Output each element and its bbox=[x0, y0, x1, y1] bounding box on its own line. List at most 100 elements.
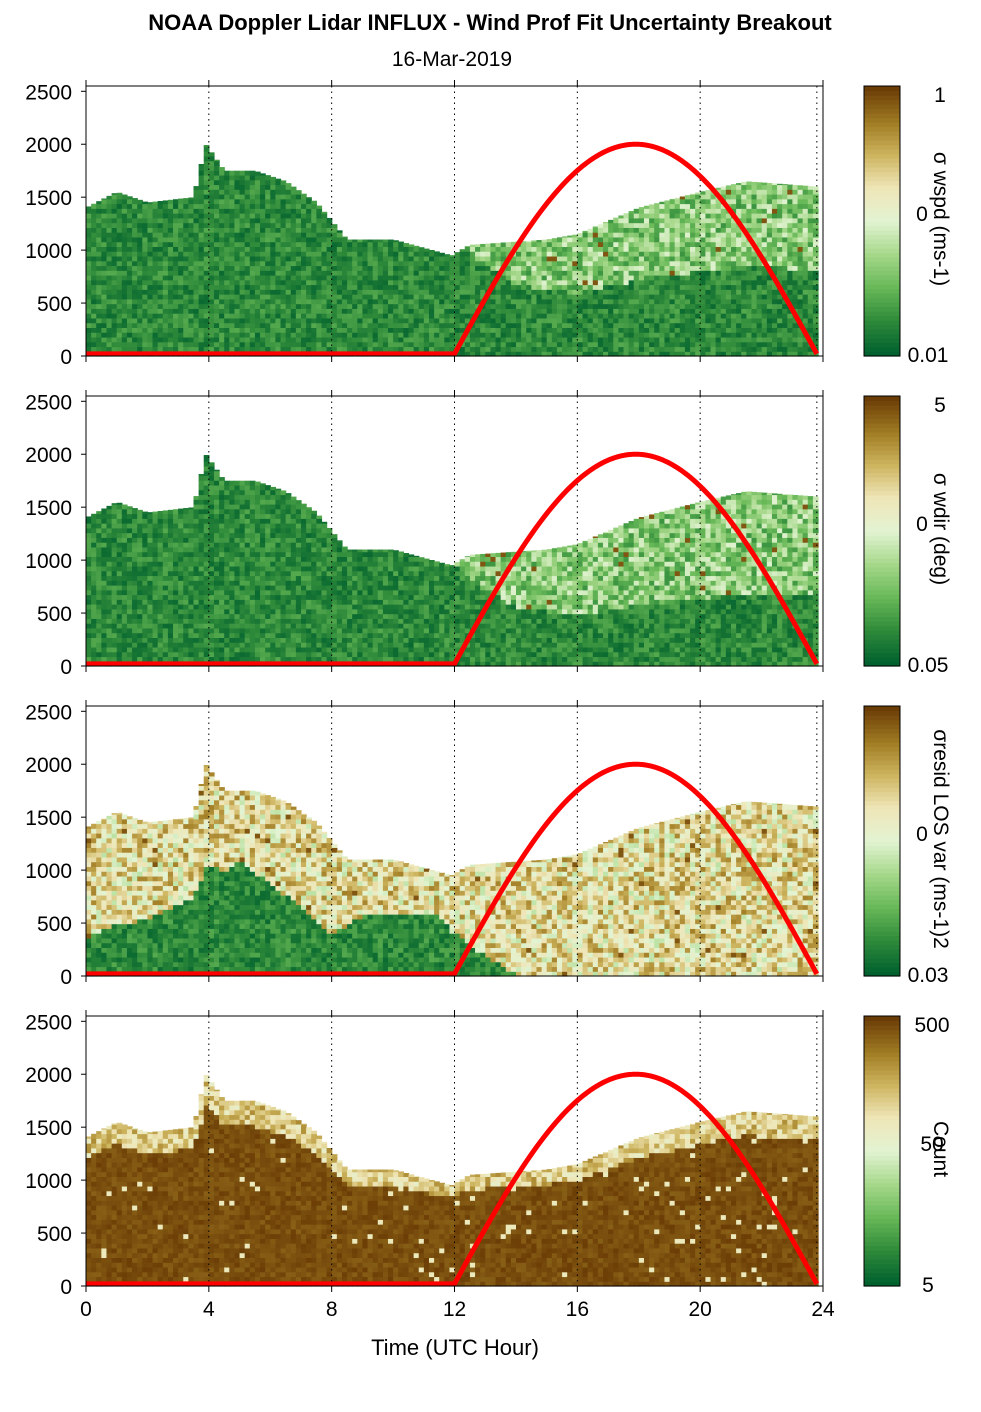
heatmap-cell bbox=[265, 303, 271, 309]
heatmap-cell bbox=[290, 317, 297, 324]
heatmap-cell bbox=[705, 246, 712, 252]
heatmap-cell bbox=[295, 346, 302, 352]
heatmap-cell bbox=[321, 346, 328, 352]
heatmap-cell bbox=[111, 504, 118, 510]
heatmap-cell bbox=[674, 313, 681, 319]
heatmap-cell bbox=[121, 565, 128, 572]
heatmap-cell bbox=[142, 279, 149, 286]
heatmap-cell bbox=[782, 322, 788, 329]
heatmap-cell bbox=[382, 313, 389, 319]
heatmap-cell bbox=[193, 232, 200, 238]
heatmap-cell bbox=[577, 332, 584, 338]
heatmap-cell bbox=[106, 298, 113, 305]
heatmap-cell bbox=[500, 346, 507, 352]
heatmap-cell bbox=[577, 284, 584, 290]
heatmap-cell bbox=[551, 255, 558, 262]
heatmap-cell bbox=[111, 327, 118, 333]
heatmap-cell bbox=[152, 308, 159, 314]
heatmap-cell bbox=[132, 317, 138, 324]
heatmap-cell bbox=[101, 303, 108, 309]
heatmap-cell bbox=[725, 341, 732, 348]
heatmap-cell bbox=[208, 217, 215, 224]
heatmap-cell bbox=[562, 284, 568, 290]
heatmap-cell bbox=[234, 327, 241, 333]
heatmap-cell bbox=[505, 270, 512, 276]
heatmap-cell bbox=[341, 336, 348, 343]
heatmap-cell bbox=[771, 346, 778, 352]
heatmap-cell bbox=[173, 217, 179, 224]
heatmap-cell bbox=[449, 303, 456, 309]
heatmap-cell bbox=[275, 222, 282, 228]
heatmap-cell bbox=[700, 341, 707, 348]
heatmap-cell bbox=[173, 298, 179, 305]
heatmap-cell bbox=[807, 284, 814, 290]
heatmap-cell bbox=[347, 239, 353, 243]
heatmap-cell bbox=[710, 198, 717, 205]
heatmap-cell bbox=[234, 236, 241, 243]
heatmap-cell bbox=[434, 303, 440, 309]
heatmap-cell bbox=[321, 303, 328, 309]
heatmap-cell bbox=[720, 236, 727, 243]
heatmap-cell bbox=[418, 265, 425, 271]
heatmap-cell bbox=[142, 589, 149, 596]
heatmap-cell bbox=[567, 260, 573, 267]
heatmap-cell bbox=[797, 313, 804, 319]
heatmap-cell bbox=[357, 260, 364, 267]
heatmap-cell bbox=[372, 279, 379, 286]
heatmap-cell bbox=[301, 336, 307, 343]
heatmap-cell bbox=[249, 298, 256, 305]
heatmap-cell bbox=[137, 627, 143, 634]
heatmap-cell bbox=[290, 346, 297, 352]
heatmap-cell bbox=[613, 317, 619, 324]
heatmap-cell bbox=[690, 193, 696, 195]
heatmap-cell bbox=[208, 165, 215, 171]
heatmap-cell bbox=[613, 308, 619, 314]
heatmap-cell bbox=[126, 236, 133, 243]
heatmap-cell bbox=[608, 246, 614, 252]
heatmap-cell bbox=[521, 303, 527, 309]
heatmap-cell bbox=[178, 284, 184, 290]
heatmap-cell bbox=[234, 194, 241, 200]
heatmap-cell bbox=[116, 565, 123, 572]
heatmap-cell bbox=[183, 308, 189, 314]
heatmap-cell bbox=[234, 317, 241, 324]
heatmap-cell bbox=[260, 236, 266, 243]
heatmap-cell bbox=[183, 313, 189, 319]
heatmap-cell bbox=[372, 275, 379, 281]
heatmap-cell bbox=[771, 184, 778, 190]
heatmap-cell bbox=[316, 346, 323, 352]
heatmap-cell bbox=[203, 198, 210, 205]
heatmap-cell bbox=[439, 260, 445, 267]
heatmap-cell bbox=[731, 189, 737, 195]
heatmap-cell bbox=[556, 332, 563, 338]
heatmap-cell bbox=[362, 303, 369, 309]
heatmap-cell bbox=[147, 317, 154, 324]
heatmap-cell bbox=[167, 332, 174, 338]
heatmap-cell bbox=[101, 265, 108, 271]
heatmap-cell bbox=[521, 346, 527, 352]
heatmap-cell bbox=[679, 327, 686, 333]
heatmap-cell bbox=[562, 289, 568, 295]
heatmap-cell bbox=[295, 251, 302, 257]
heatmap-cell bbox=[326, 322, 333, 329]
heatmap-cell bbox=[86, 556, 92, 562]
heatmap-cell bbox=[260, 284, 266, 290]
heatmap-cell bbox=[193, 208, 200, 214]
heatmap-cell bbox=[526, 298, 532, 305]
heatmap-cell bbox=[541, 289, 548, 295]
heatmap-cell bbox=[731, 241, 737, 248]
heatmap-cell bbox=[106, 279, 113, 286]
heatmap-cell bbox=[679, 351, 686, 357]
heatmap-cell bbox=[766, 222, 773, 228]
heatmap-cell bbox=[357, 255, 364, 262]
heatmap-cell bbox=[116, 236, 123, 243]
heatmap-cell bbox=[777, 255, 783, 262]
heatmap-cell bbox=[771, 213, 778, 219]
heatmap-cell bbox=[659, 222, 666, 228]
heatmap-cell bbox=[562, 346, 568, 352]
heatmap-cell bbox=[649, 246, 655, 252]
heatmap-cell bbox=[213, 208, 220, 214]
heatmap-cell bbox=[771, 246, 778, 252]
heatmap-cell bbox=[428, 317, 435, 324]
